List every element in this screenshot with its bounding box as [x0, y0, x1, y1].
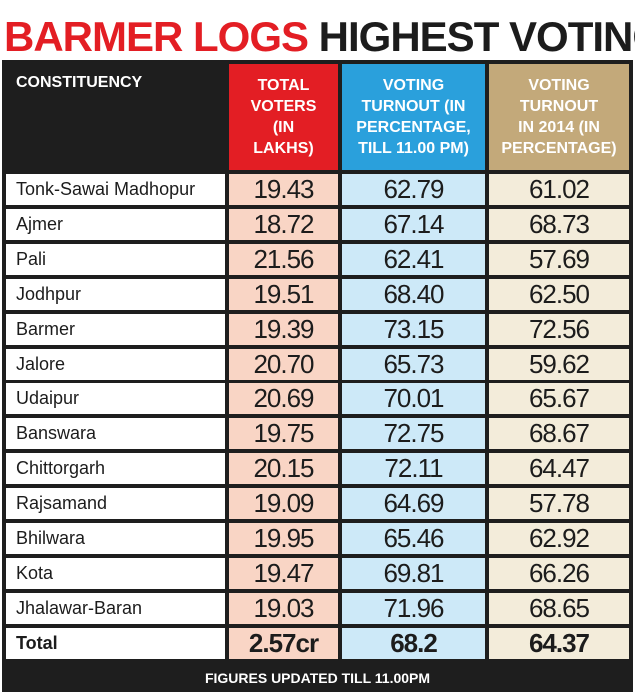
header-turnout-2019: VOTING TURNOUT (IN PERCENTAGE, TILL 11.0… — [342, 64, 485, 170]
data-value: 19.43 — [229, 174, 338, 205]
data-value: 61.02 — [489, 174, 629, 205]
data-value: 19.03 — [229, 592, 338, 624]
data-value: 18.72 — [229, 208, 338, 240]
data-value: 73.15 — [342, 313, 485, 345]
page-title: BARMER LOGS HIGHEST VOTING — [0, 14, 635, 60]
data-value: 20.70 — [229, 348, 338, 380]
header-total-voters: TOTAL VOTERS (IN LAKHS) — [229, 64, 338, 170]
constituency-name: Barmer — [6, 313, 225, 345]
constituency-name: Chittorgarh — [6, 453, 225, 485]
data-value: 70.01 — [342, 383, 485, 415]
data-value: 72.56 — [489, 313, 629, 345]
turnout-table: FIGURES UPDATED TILL 11.00PM CONSTITUENC… — [2, 60, 633, 692]
title-part-dark: HIGHEST VOTING — [318, 13, 635, 60]
data-value: 72.75 — [342, 418, 485, 450]
data-value: 69.81 — [342, 557, 485, 589]
data-value: 59.62 — [489, 348, 629, 380]
data-value: 72.11 — [342, 453, 485, 485]
constituency-name: Pali — [6, 243, 225, 275]
data-value: 62.92 — [489, 523, 629, 554]
data-value: 67.14 — [342, 208, 485, 240]
data-value: 19.95 — [229, 523, 338, 554]
total-value: 68.2 — [342, 627, 485, 659]
data-value: 64.69 — [342, 488, 485, 520]
constituency-name: Kota — [6, 557, 225, 589]
data-value: 57.78 — [489, 488, 629, 520]
data-value: 19.09 — [229, 488, 338, 520]
constituency-name: Tonk-Sawai Madhopur — [6, 174, 225, 205]
constituency-name: Udaipur — [6, 383, 225, 415]
data-value: 21.56 — [229, 243, 338, 275]
data-value: 20.15 — [229, 453, 338, 485]
data-value: 19.51 — [229, 278, 338, 310]
constituency-name: Bhilwara — [6, 523, 225, 554]
data-value: 68.65 — [489, 592, 629, 624]
table-footnote: FIGURES UPDATED TILL 11.00PM — [204, 670, 431, 686]
data-value: 62.41 — [342, 243, 485, 275]
total-value: 2.57cr — [229, 627, 338, 659]
constituency-name: Banswara — [6, 418, 225, 450]
data-value: 65.67 — [489, 383, 629, 415]
data-value: 19.47 — [229, 557, 338, 589]
data-value: 66.26 — [489, 557, 629, 589]
data-value: 20.69 — [229, 383, 338, 415]
header-constituency: CONSTITUENCY — [6, 64, 225, 170]
data-value: 64.47 — [489, 453, 629, 485]
header-turnout-2014: VOTING TURNOUT IN 2014 (IN PERCENTAGE) — [489, 64, 629, 170]
constituency-name: Ajmer — [6, 208, 225, 240]
data-value: 19.39 — [229, 313, 338, 345]
data-value: 65.73 — [342, 348, 485, 380]
constituency-name: Jalore — [6, 348, 225, 380]
title-part-red: BARMER LOGS — [4, 13, 309, 60]
constituency-name: Rajsamand — [6, 488, 225, 520]
constituency-name: Jhalawar-Baran — [6, 592, 225, 624]
total-value: 64.37 — [489, 627, 629, 659]
data-value: 57.69 — [489, 243, 629, 275]
data-value: 65.46 — [342, 523, 485, 554]
data-value: 62.50 — [489, 278, 629, 310]
constituency-name: Jodhpur — [6, 278, 225, 310]
total-label: Total — [6, 627, 225, 659]
data-value: 62.79 — [342, 174, 485, 205]
data-value: 71.96 — [342, 592, 485, 624]
data-value: 19.75 — [229, 418, 338, 450]
data-value: 68.40 — [342, 278, 485, 310]
data-value: 68.67 — [489, 418, 629, 450]
data-value: 68.73 — [489, 208, 629, 240]
